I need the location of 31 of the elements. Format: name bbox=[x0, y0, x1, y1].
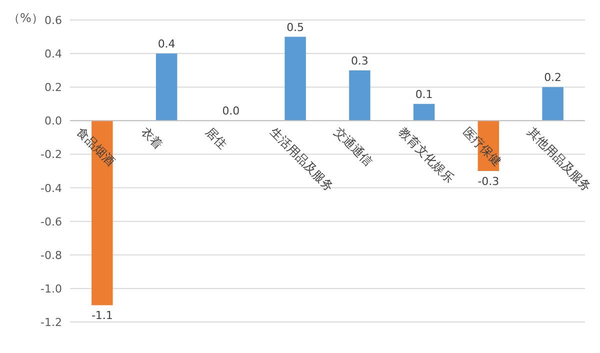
y-tick-label: 0.6 bbox=[44, 14, 62, 27]
data-label: 0.3 bbox=[350, 54, 368, 68]
y-axis-title: （%） bbox=[8, 11, 44, 25]
data-label: 0.1 bbox=[415, 88, 433, 101]
bar bbox=[349, 70, 370, 121]
x-tick-label: 教育文化娱乐 bbox=[396, 124, 457, 186]
data-label: 0.0 bbox=[222, 104, 240, 118]
x-tick-label: 衣着 bbox=[138, 124, 166, 152]
y-tick-label: -0.2 bbox=[40, 148, 62, 162]
bar bbox=[542, 87, 564, 121]
x-tick-label: 食品烟酒 bbox=[74, 124, 118, 169]
bar bbox=[413, 104, 435, 121]
x-tick-label: 居住 bbox=[202, 124, 230, 152]
data-label: 0.2 bbox=[544, 71, 562, 84]
x-tick-label: 医疗保健 bbox=[460, 124, 504, 169]
data-label: 0.4 bbox=[158, 38, 176, 51]
data-label: -0.3 bbox=[478, 175, 500, 188]
bar bbox=[284, 36, 306, 121]
x-tick-label: 其他用品及服务 bbox=[524, 124, 594, 194]
y-tick-label: -1.0 bbox=[40, 282, 62, 296]
x-tick-label: 交通通信 bbox=[332, 124, 376, 169]
data-label: 0.5 bbox=[286, 20, 304, 34]
y-tick-label: 0.2 bbox=[44, 81, 62, 94]
bar bbox=[156, 54, 178, 121]
y-tick-label: -0.4 bbox=[40, 182, 62, 195]
y-tick-label: 0.4 bbox=[44, 48, 62, 61]
y-tick-label: -1.2 bbox=[40, 316, 62, 329]
y-tick-label: -0.8 bbox=[40, 248, 62, 262]
y-tick-label: 0.0 bbox=[44, 114, 62, 128]
y-tick-label: -0.6 bbox=[40, 215, 62, 228]
data-label: -1.1 bbox=[91, 309, 113, 322]
